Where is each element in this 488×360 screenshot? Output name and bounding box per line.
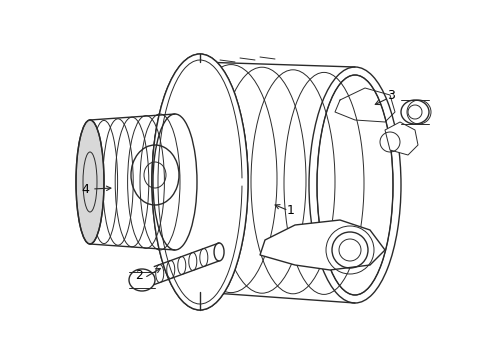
Text: 4: 4 [81, 183, 89, 195]
Ellipse shape [76, 120, 104, 244]
Text: 1: 1 [286, 204, 294, 217]
Polygon shape [260, 220, 384, 270]
Text: 3: 3 [386, 89, 394, 102]
Ellipse shape [152, 54, 247, 310]
Text: 2: 2 [135, 269, 143, 282]
Polygon shape [384, 122, 417, 155]
